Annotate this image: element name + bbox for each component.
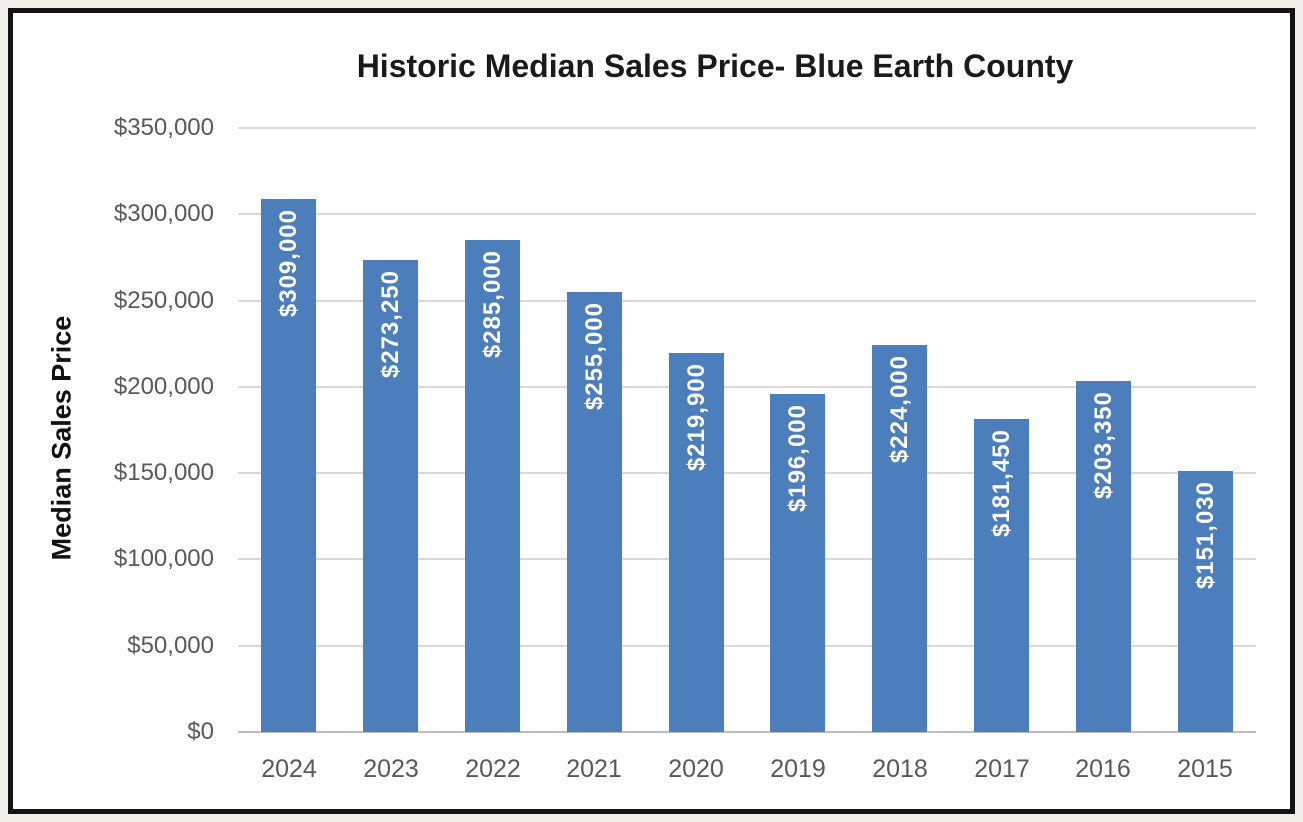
bar-2016: $203,350 [1076,381,1131,732]
x-tick-label-2019: 2019 [770,755,826,783]
gridline [238,472,1256,474]
gridline [238,386,1256,388]
bar-value-label: $309,000 [274,209,302,318]
x-tick-label-2022: 2022 [465,755,521,783]
bar-2021: $255,000 [567,292,622,732]
bar-2018: $224,000 [872,345,927,732]
bar-2020: $219,900 [669,353,724,732]
bar-2023: $273,250 [363,260,418,732]
bar-2015: $151,030 [1178,471,1233,732]
y-tick-label: $0 [187,718,214,745]
plot-area: $309,000 $273,250 $285,000 $255,000 $219,900… [238,127,1256,733]
bar-value-label: $181,450 [987,429,1015,538]
x-axis-line [238,731,1256,733]
x-tick-label-2020: 2020 [668,755,724,783]
bar-value-label: $196,000 [783,404,811,513]
bar-value-label: $224,000 [885,355,913,464]
x-tick-label-2018: 2018 [872,755,928,783]
x-tick-label-2024: 2024 [261,755,317,783]
x-tick-label-2015: 2015 [1177,755,1233,783]
bar-2022: $285,000 [465,240,520,732]
gridline [238,645,1256,647]
bar-value-label: $151,030 [1191,481,1219,590]
x-tick-label-2016: 2016 [1075,755,1131,783]
gridline [238,300,1256,302]
y-tick-label: $250,000 [113,287,214,314]
bar-value-label: $273,250 [376,270,404,379]
y-tick-label: $350,000 [113,114,214,141]
bar-value-label: $255,000 [580,302,608,411]
x-tick-label-2023: 2023 [363,755,419,783]
chart-title: Historic Median Sales Price- Blue Earth … [356,48,1074,84]
gridline [238,558,1256,560]
x-axis: 2024 2023 2022 2021 2020 2019 2018 2017 2016 2015 [238,752,1256,786]
x-tick-label-2021: 2021 [566,755,622,783]
y-axis: $0 $50,000 $100,000 $150,000 $200,000 $250,00… [60,114,214,745]
y-tick-label: $50,000 [127,632,214,659]
gridline [238,127,1256,129]
gridline [238,213,1256,215]
y-tick-label: $200,000 [113,373,214,400]
x-tick-label-2017: 2017 [974,755,1030,783]
bar-value-label: $203,350 [1089,391,1117,500]
bar-value-label: $285,000 [478,250,506,359]
bar-2017: $181,450 [974,419,1029,732]
bar-value-label: $219,900 [682,363,710,472]
bar-2024: $309,000 [261,199,316,732]
y-tick-label: $300,000 [113,200,214,227]
bar-2019: $196,000 [770,394,825,732]
y-tick-label: $150,000 [113,459,214,486]
y-tick-label: $100,000 [113,545,214,572]
